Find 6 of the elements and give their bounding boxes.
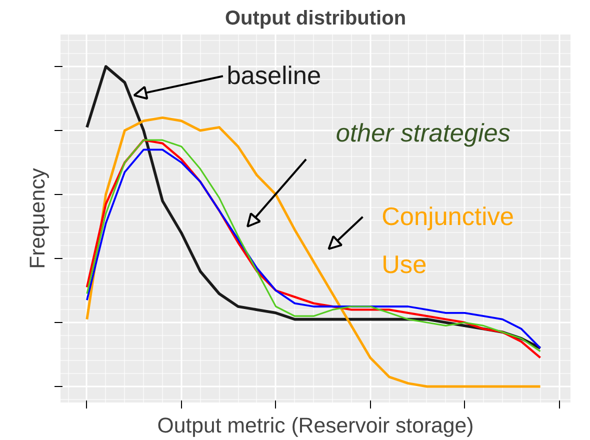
series-label: Conjunctive Use <box>382 202 514 279</box>
x-axis-title: Output metric (Reservoir storage) <box>157 414 474 438</box>
chart-title: Output distribution <box>224 8 406 30</box>
text: baseline <box>226 62 322 90</box>
annotation: other strategies <box>336 120 511 148</box>
y-axis-title: Frequency <box>26 168 50 269</box>
